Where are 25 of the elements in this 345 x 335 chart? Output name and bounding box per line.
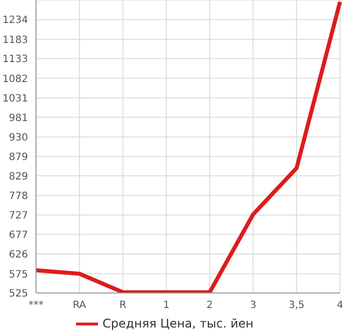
y-tick-label: 525 [8,288,28,300]
x-tick-label: 1 [163,300,170,312]
y-tick-label: 727 [8,210,28,222]
x-tick-label: RA [72,300,86,312]
y-tick-label: 930 [8,132,28,144]
x-tick-label: 3,5 [288,300,305,312]
x-tick-label: 4 [336,300,344,312]
y-tick-label: 1031 [2,93,28,104]
y-tick-label: 1183 [2,34,28,46]
legend-label: Средняя Цена, тыс. йен [102,316,254,330]
y-tick-label: 1234 [2,15,28,26]
y-tick-label: 1133 [2,54,28,66]
x-tick-label: R [119,300,126,312]
y-tick-label: 677 [8,230,28,241]
x-tick-label: 2 [206,300,213,312]
y-tick-label: 981 [8,112,28,124]
y-tick-label: 626 [8,250,28,261]
x-tick-label: *** [28,300,44,312]
y-tick-label: 879 [8,152,28,164]
y-tick-label: 1082 [2,74,28,85]
y-tick-label: 575 [8,269,28,280]
y-tick-label: 829 [8,171,28,182]
line-series [34,0,342,293]
y-tick-label: 778 [8,191,28,202]
x-tick-label: 3 [250,300,256,312]
